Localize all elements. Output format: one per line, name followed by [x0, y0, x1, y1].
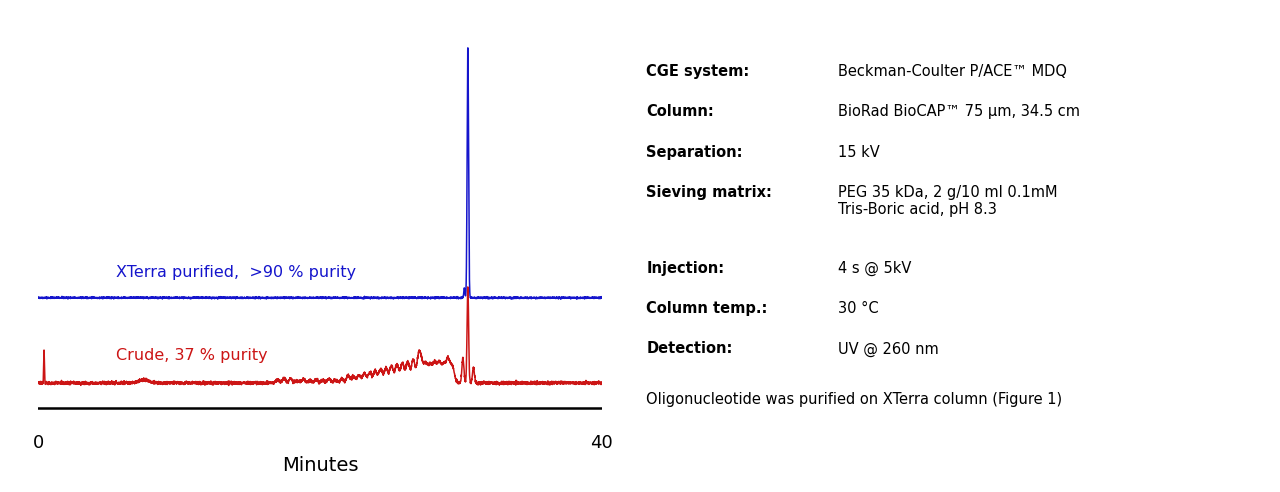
Text: XTerra purified,  >90 % purity: XTerra purified, >90 % purity — [116, 265, 356, 280]
Text: Column:: Column: — [646, 104, 714, 119]
Text: Oligonucleotide was purified on XTerra column (Figure 1): Oligonucleotide was purified on XTerra c… — [646, 392, 1062, 406]
X-axis label: Minutes: Minutes — [282, 456, 358, 475]
Text: Crude, 37 % purity: Crude, 37 % purity — [116, 348, 268, 363]
Text: 15 kV: 15 kV — [838, 145, 881, 159]
Text: Separation:: Separation: — [646, 145, 742, 159]
Text: PEG 35 kDa, 2 g/10 ml 0.1mM
Tris-Boric acid, pH 8.3: PEG 35 kDa, 2 g/10 ml 0.1mM Tris-Boric a… — [838, 185, 1057, 217]
Text: CGE system:: CGE system: — [646, 64, 750, 79]
Text: Beckman-Coulter P/ACE™ MDQ: Beckman-Coulter P/ACE™ MDQ — [838, 64, 1068, 79]
Text: UV @ 260 nm: UV @ 260 nm — [838, 341, 940, 357]
Text: BioRad BioCAP™ 75 μm, 34.5 cm: BioRad BioCAP™ 75 μm, 34.5 cm — [838, 104, 1080, 119]
Text: 4 s @ 5kV: 4 s @ 5kV — [838, 261, 911, 276]
Text: 30 °C: 30 °C — [838, 301, 879, 316]
Text: Column temp.:: Column temp.: — [646, 301, 768, 316]
Text: Detection:: Detection: — [646, 341, 732, 356]
Text: Sieving matrix:: Sieving matrix: — [646, 185, 772, 200]
Text: Injection:: Injection: — [646, 261, 724, 276]
